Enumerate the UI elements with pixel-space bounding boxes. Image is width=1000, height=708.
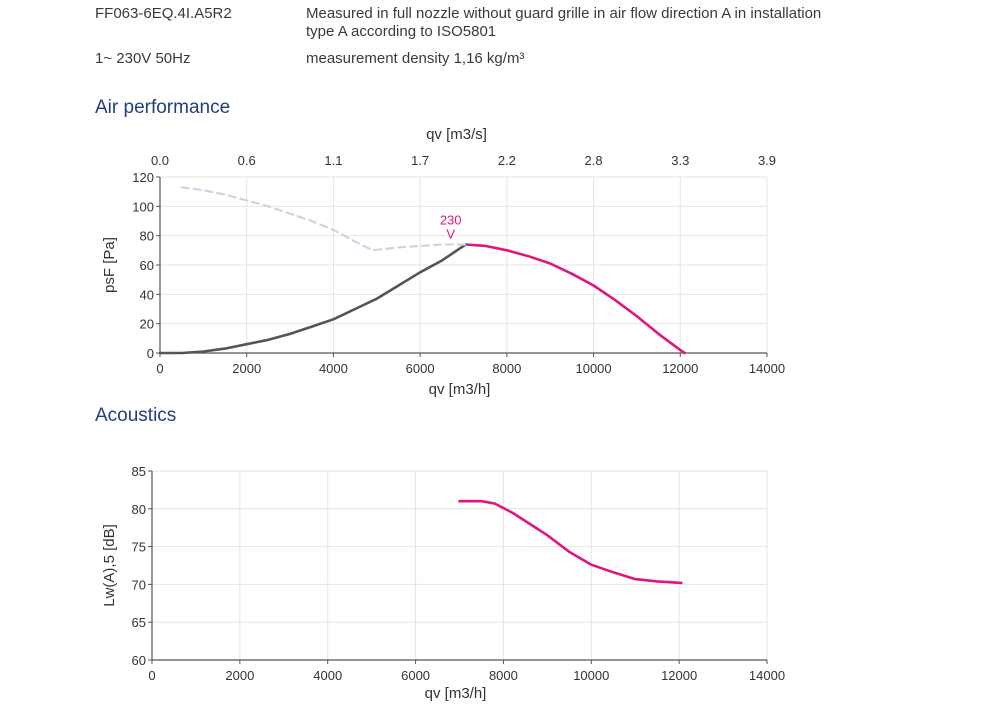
air-x-tick-label: 10000: [575, 361, 611, 376]
acoustics-title: Acoustics: [95, 405, 177, 426]
air-y-axis-label: psF [Pa]: [101, 237, 118, 293]
acoustics-x-tick-label: 10000: [573, 668, 609, 683]
measurement-description-line1: Measured in full nozzle without guard gr…: [306, 5, 822, 22]
air-series-line-1: [158, 243, 468, 355]
acoustics-x-tick-label: 12000: [661, 668, 697, 683]
acoustics-y-tick-label: 60: [132, 653, 146, 668]
acoustics-y-tick-label: 75: [132, 540, 146, 555]
air-x2-tick-label: 1.1: [324, 153, 342, 168]
air-x-tick-label: 6000: [406, 361, 435, 376]
air-annotation-line1: 230: [440, 212, 462, 227]
air-x-tick-label: 12000: [662, 361, 698, 376]
acoustics-x-tick-label: 4000: [313, 668, 342, 683]
air-performance-title: Air performance: [95, 97, 231, 118]
air-y-tick-label: 20: [140, 317, 154, 332]
air-x2-tick-label: 3.9: [758, 153, 776, 168]
acoustics-x-axis-label: qv [m3/h]: [425, 685, 487, 702]
air-x-tick-label: 8000: [492, 361, 521, 376]
air-y-tick-label: 120: [132, 170, 154, 185]
air-x2-axis-label: qv [m3/s]: [426, 126, 487, 143]
air-series-line-0: [464, 243, 686, 355]
air-y-tick-label: 40: [140, 287, 154, 302]
model-code: FF063-6EQ.4I.A5R2: [95, 5, 232, 22]
air-series-line-2: [180, 186, 467, 252]
measurement-description-line2: type A according to ISO5801: [306, 23, 497, 40]
air-x2-tick-label: 1.7: [411, 153, 429, 168]
air-y-tick-label: 60: [140, 258, 154, 273]
air-x2-tick-label: 2.8: [585, 153, 603, 168]
air-x2-tick-label: 3.3: [671, 153, 689, 168]
acoustics-y-axis-label: Lw(A),5 [dB]: [101, 524, 118, 607]
air-x-tick-label: 4000: [319, 361, 348, 376]
supply-voltage: 1~ 230V 50Hz: [95, 50, 191, 67]
acoustics-x-tick-label: 0: [148, 668, 155, 683]
acoustics-x-tick-label: 2000: [225, 668, 254, 683]
air-y-tick-label: 100: [132, 199, 154, 214]
air-x2-tick-label: 0.0: [151, 153, 169, 168]
air-x-tick-label: 2000: [232, 361, 261, 376]
air-annotation-line2: V: [446, 226, 455, 241]
air-y-tick-label: 80: [140, 229, 154, 244]
acoustics-y-tick-label: 80: [132, 502, 146, 517]
air-x2-tick-label: 2.2: [498, 153, 516, 168]
air-x-tick-label: 14000: [749, 361, 785, 376]
air-x2-tick-label: 0.6: [238, 153, 256, 168]
acoustics-x-tick-label: 14000: [749, 668, 785, 683]
acoustics-y-tick-label: 85: [132, 464, 146, 479]
acoustics-x-tick-label: 8000: [489, 668, 518, 683]
air-x-axis-label: qv [m3/h]: [429, 381, 491, 398]
air-x-tick-label: 0: [156, 361, 163, 376]
air-y-tick-label: 0: [147, 346, 154, 361]
acoustics-y-tick-label: 65: [132, 615, 146, 630]
acoustics-y-tick-label: 70: [132, 577, 146, 592]
measurement-density: measurement density 1,16 kg/m³: [306, 50, 525, 67]
acoustics-series-line-0: [458, 499, 683, 585]
acoustics-x-tick-label: 6000: [401, 668, 430, 683]
